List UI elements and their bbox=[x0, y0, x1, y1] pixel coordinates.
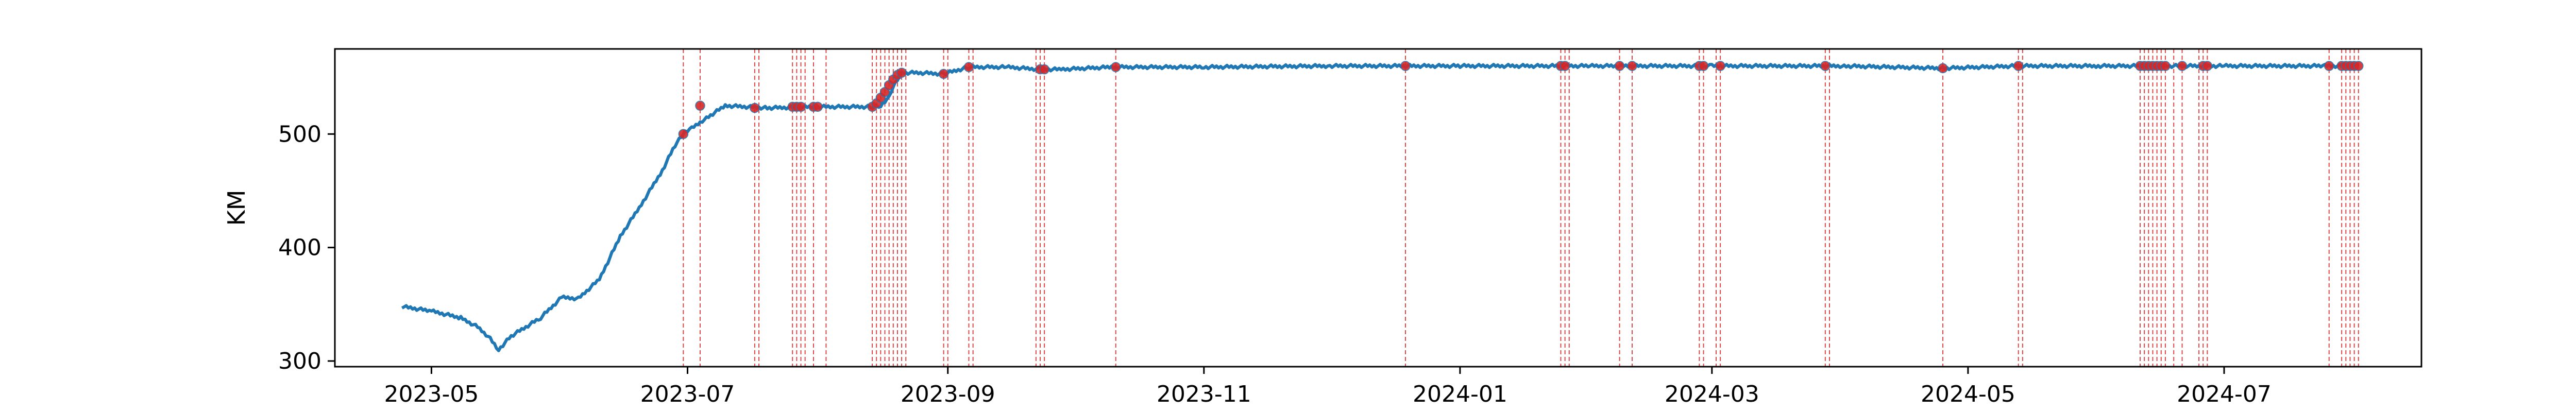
event-marker bbox=[795, 101, 806, 112]
event-marker bbox=[938, 68, 949, 79]
y-tick-label: 500 bbox=[278, 121, 321, 147]
event-marker bbox=[750, 102, 760, 113]
event-markers bbox=[678, 61, 2364, 140]
x-tick-label: 2023-11 bbox=[1157, 381, 1251, 407]
y-tick-label: 400 bbox=[278, 235, 321, 261]
series-lines bbox=[401, 63, 2354, 352]
x-tick-label: 2024-07 bbox=[2177, 381, 2272, 407]
x-tick-label: 2023-07 bbox=[640, 381, 735, 407]
x-axis: 2023-05 2023-07 2023-09 2023-11 2024-01 2024-… bbox=[384, 367, 2272, 407]
plot-frame bbox=[334, 48, 2422, 368]
event-marker bbox=[678, 129, 689, 140]
x-tick-label: 2024-01 bbox=[1413, 381, 1507, 407]
event-marker bbox=[2202, 61, 2213, 71]
event-marker bbox=[1715, 61, 1725, 71]
y-axis: 300 400 500 bbox=[278, 121, 335, 374]
y-axis-label: KM bbox=[223, 190, 250, 226]
event-marker bbox=[812, 101, 823, 112]
event-marker bbox=[1039, 64, 1049, 75]
event-marker bbox=[1614, 61, 1625, 71]
x-tick-label: 2024-05 bbox=[1921, 381, 2015, 407]
event-marker bbox=[1560, 61, 1570, 71]
event-marker bbox=[963, 62, 974, 73]
event-marker bbox=[2324, 61, 2334, 71]
event-vlines bbox=[683, 49, 2359, 367]
event-marker bbox=[2177, 61, 2188, 71]
event-marker bbox=[695, 100, 705, 111]
event-marker bbox=[1820, 61, 1831, 71]
event-marker bbox=[2160, 61, 2171, 71]
event-marker bbox=[2353, 61, 2364, 71]
event-marker bbox=[1698, 61, 1709, 71]
event-marker bbox=[2013, 61, 2024, 71]
event-marker bbox=[1110, 62, 1121, 73]
event-marker bbox=[896, 67, 907, 78]
event-marker bbox=[1400, 61, 1411, 71]
x-tick-label: 2023-09 bbox=[901, 381, 995, 407]
x-tick-label: 2024-03 bbox=[1665, 381, 1759, 407]
series-line bbox=[401, 63, 2354, 352]
event-marker bbox=[1627, 61, 1637, 71]
event-marker bbox=[1938, 63, 1948, 74]
y-tick-label: 300 bbox=[278, 348, 321, 374]
x-tick-label: 2023-05 bbox=[384, 381, 479, 407]
